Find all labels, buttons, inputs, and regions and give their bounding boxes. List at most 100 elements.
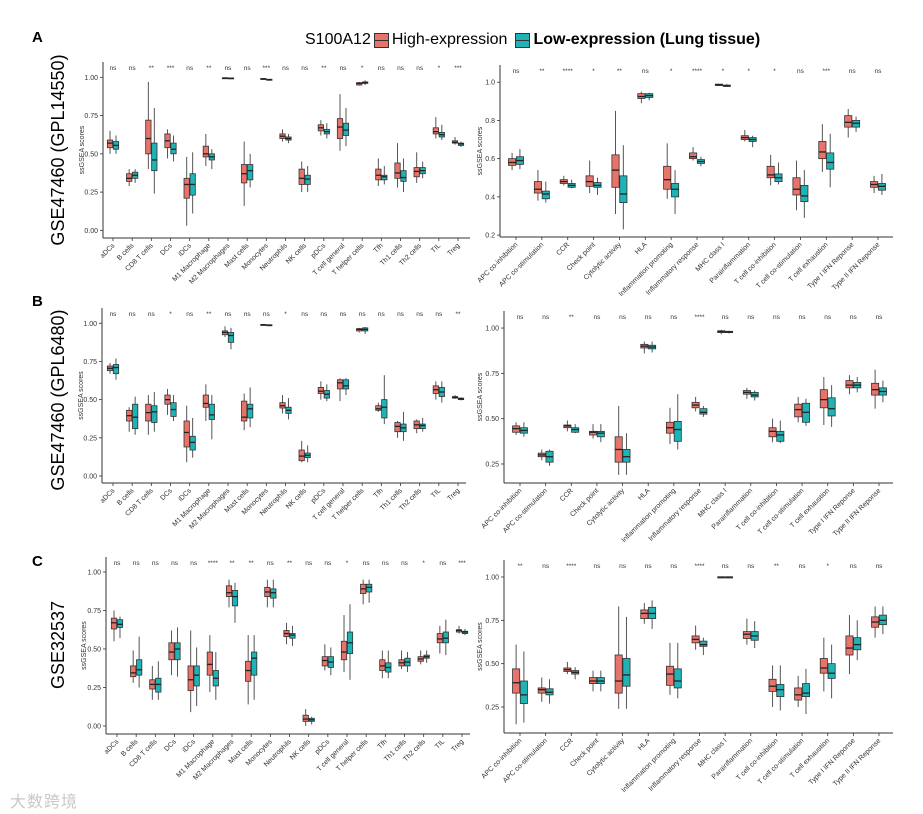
box-high [317,387,324,394]
y-tick-label: 0.25 [87,685,101,692]
box-high [766,165,775,179]
legend: S100A12 High-expression Low-expression (… [305,31,760,49]
panel-letter: A [32,29,43,46]
box-high [413,167,420,178]
x-tick-label: pDCs [310,242,328,260]
x-tick-label: Inflammatory response [648,487,703,542]
box-low [136,659,143,676]
box-low [776,684,785,697]
box-high [394,422,401,433]
significance-label: ns [110,65,118,72]
x-tick-label: HLA [634,241,649,256]
x-tick-label: iDCs [181,738,197,754]
significance-label: ns [824,314,832,321]
box-high [245,660,252,682]
significance-label: ns [244,311,252,318]
x-tick-label: T cell co-stimulation [755,241,804,290]
significance-label: **** [208,560,219,567]
box-low [541,190,550,200]
significance-label: ** [206,311,212,318]
x-tick-label: DCs [159,487,174,502]
x-tick-label: HLA [637,737,652,752]
x-tick-label: DCs [159,242,174,257]
x-tick-label: Type II IFN Reponse [832,737,882,787]
box-high [336,379,344,390]
significance-label: ns [171,560,179,567]
significance-label: ** [539,68,545,75]
significance-label: ns [133,560,141,567]
y-tick-label: 0.25 [485,461,499,468]
x-tick-label: Type II IFN Reponse [832,487,882,537]
box-high [375,405,382,411]
significance-label: ns [263,311,271,318]
significance-label: ns [849,68,857,75]
significance-label: ns [876,314,884,321]
significance-label: ns [619,314,627,321]
box-high [533,181,542,194]
significance-label: *** [263,65,271,72]
significance-label: ** [321,65,327,72]
y-tick-label: 0.8 [485,118,495,125]
y-tick-label: 0.75 [87,608,101,615]
significance-label: ns [225,65,233,72]
x-tick-label: CCR [555,241,571,257]
box-high [302,714,309,722]
box-high [110,617,118,630]
box-high [106,139,114,149]
box-high [394,162,401,179]
box-low [342,379,350,390]
x-tick-label: aDCs [99,242,117,260]
box-high [432,127,439,135]
significance-label: ** [206,65,212,72]
box-low [622,658,631,687]
box-low [247,403,254,419]
significance-label: *** [454,65,462,72]
x-tick-label: APC co-stimulation [502,487,549,534]
box-low [366,583,373,593]
box-high [689,152,698,160]
y-axis-label: ssGSEA scores [78,371,85,420]
x-tick-label: Treg [450,738,465,753]
box-low [827,663,836,679]
significance-label: ** [287,560,293,567]
box-low [519,680,528,704]
box-low [151,142,158,172]
significance-label: ns [799,314,807,321]
dataset-title: GSE47460 (GPL6480) [48,309,68,490]
y-tick-label: 1.00 [83,321,97,328]
significance-label: **** [566,563,577,570]
significance-label: ns [324,560,332,567]
significance-label: ns [301,311,309,318]
significance-label: * [284,311,287,318]
box-high [844,115,853,128]
significance-label: ns [542,563,550,570]
box-high [611,154,620,188]
significance-label: ns [340,311,348,318]
box-low [155,677,162,693]
significance-label: ns [593,314,601,321]
significance-label: ** [774,563,780,570]
y-tick-label: 0.25 [485,704,499,711]
y-axis-label: ssGSEA scores [477,126,484,175]
box-low [442,631,449,644]
box-high [379,659,386,671]
box-low [304,174,311,185]
box-high [589,430,598,436]
significance-label: ns [382,560,390,567]
y-tick-label: 0.25 [84,190,98,197]
box-high [742,631,751,639]
x-tick-label: CCR [559,737,575,753]
significance-label: ns [416,65,424,72]
box-low [776,430,785,442]
box-low [671,183,680,198]
significance-label: ns [110,311,118,318]
significance-label: ns [129,65,137,72]
box-low [116,619,124,628]
significance-label: ns [439,560,447,567]
significance-label: ns [670,314,678,321]
significance-label: ns [619,563,627,570]
significance-label: ns [797,68,805,75]
box-high [206,651,213,676]
significance-label: ** [517,563,523,570]
box-low [699,408,708,415]
